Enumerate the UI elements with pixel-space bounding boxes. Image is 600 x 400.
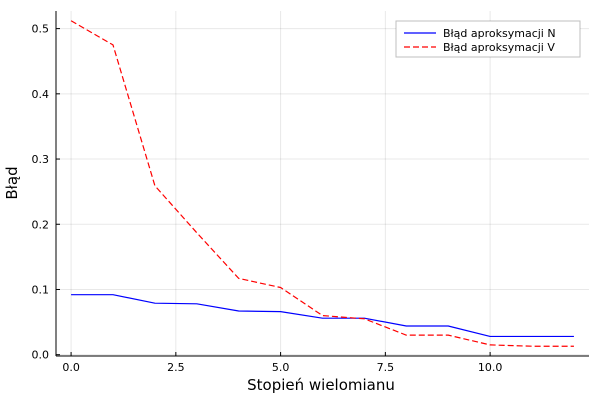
data-point xyxy=(406,325,407,326)
data-point xyxy=(70,20,71,21)
data-point xyxy=(490,344,491,345)
y-tick-label: 0.2 xyxy=(32,218,50,231)
legend-box xyxy=(395,20,581,58)
legend-label: Błąd aproksymacji V xyxy=(443,41,555,54)
data-point xyxy=(322,318,323,319)
axes: 0.0 2.5 5.0 7.5 10.0 0.0 0.1 0.2 0.3 0.4 0.5 xyxy=(32,11,589,374)
x-tick-label: 10.0 xyxy=(478,361,503,374)
data-point xyxy=(364,318,365,319)
data-point xyxy=(154,303,155,304)
data-point xyxy=(322,315,323,316)
y-tick-label: 0.1 xyxy=(32,283,50,296)
x-tick-label: 2.5 xyxy=(167,361,185,374)
series-layer xyxy=(70,20,574,347)
series-line-1 xyxy=(71,294,574,338)
data-point xyxy=(531,336,532,337)
data-point xyxy=(112,294,113,295)
data-point xyxy=(406,335,407,336)
data-point xyxy=(280,311,281,312)
data-point xyxy=(531,346,532,347)
data-point xyxy=(448,325,449,326)
data-point xyxy=(154,185,155,186)
y-tick-label: 0.3 xyxy=(32,153,50,166)
data-point xyxy=(573,336,574,337)
legend-label: Błąd aproksymacji N xyxy=(443,27,556,40)
series-line-2 xyxy=(70,20,574,347)
data-point xyxy=(238,310,239,311)
y-axis-title: Błąd xyxy=(3,166,21,199)
data-point xyxy=(196,232,197,233)
data-point xyxy=(280,287,281,288)
x-tick-label: 7.5 xyxy=(377,361,395,374)
data-point xyxy=(448,335,449,336)
grid xyxy=(56,11,589,356)
y-tick-label: 0.4 xyxy=(32,88,50,101)
data-point xyxy=(112,44,113,45)
x-tick-label: 5.0 xyxy=(272,361,290,374)
data-point xyxy=(70,294,71,295)
data-point xyxy=(490,336,491,337)
y-tick-label: 0.5 xyxy=(32,23,50,36)
data-point xyxy=(196,303,197,304)
x-tick-label: 0.0 xyxy=(62,361,80,374)
x-axis-title: Stopień wielomianu xyxy=(247,376,395,394)
data-point xyxy=(238,278,239,279)
data-point xyxy=(573,346,574,347)
y-tick-label: 0.0 xyxy=(32,349,50,362)
